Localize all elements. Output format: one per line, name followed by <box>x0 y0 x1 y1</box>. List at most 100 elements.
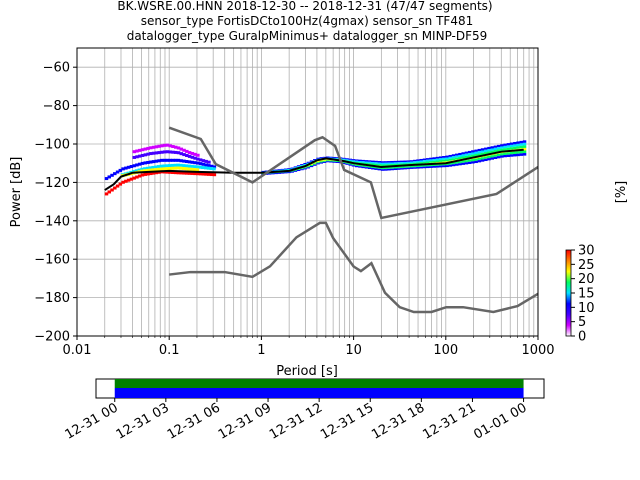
psd-cell <box>484 149 488 153</box>
psd-cell <box>387 162 391 165</box>
psd-cell <box>484 156 488 159</box>
psd-cell <box>190 164 194 168</box>
psd-cell <box>293 167 298 169</box>
psd-cell <box>480 159 485 162</box>
psd-cell <box>168 164 172 168</box>
psd-cell <box>364 165 369 168</box>
psd-cell <box>325 156 330 158</box>
psd-cell <box>416 165 420 168</box>
psd-cell <box>522 142 527 146</box>
psd-cell <box>519 150 524 154</box>
psd-cell <box>445 155 449 158</box>
psd-cell <box>490 155 495 158</box>
psd-cell <box>313 162 317 164</box>
psd-cell <box>461 160 465 163</box>
psd-cell <box>267 172 272 174</box>
psd-cell <box>474 154 478 157</box>
psd-cell <box>500 153 504 156</box>
colorbar-strip <box>565 249 572 337</box>
psd-cell <box>393 162 398 164</box>
psd-cell <box>280 169 285 171</box>
psd-cell <box>406 160 411 162</box>
psd-cell <box>474 158 478 161</box>
timeline-tick-label: 12-31 00 <box>63 400 121 442</box>
psd-cell <box>487 149 491 152</box>
psd-cell <box>176 158 181 162</box>
psd-cell <box>143 172 147 176</box>
psd-cell <box>438 158 443 161</box>
psd-cell <box>413 165 417 168</box>
psd-cell <box>364 161 369 163</box>
psd-cell <box>345 162 349 164</box>
x-axis-label: Period [s] <box>276 364 338 379</box>
psd-cell <box>522 150 527 154</box>
psd-cell <box>516 153 520 157</box>
psd-cell <box>313 164 317 166</box>
psd-cell <box>422 165 427 167</box>
psd-cell <box>506 152 511 155</box>
psd-cell <box>140 148 145 152</box>
psd-cell <box>274 172 278 174</box>
psd-cell <box>313 159 317 161</box>
psd-cell <box>484 152 488 155</box>
psd-cell <box>198 162 203 166</box>
psd-cell <box>390 160 394 163</box>
psd-cell <box>371 167 375 170</box>
psd-cell <box>313 163 317 165</box>
psd-cell <box>442 156 446 158</box>
psd-cell <box>403 166 407 168</box>
psd-cell <box>374 168 378 170</box>
psd-cell <box>198 165 202 169</box>
psd-cell <box>184 167 189 171</box>
psd-cell <box>154 151 159 155</box>
psd-cell <box>477 160 482 163</box>
psd-cell <box>329 156 333 158</box>
psd-cell <box>345 163 349 165</box>
x-tick-label: 0.01 <box>63 343 92 358</box>
psd-cell <box>212 173 217 177</box>
psd-cell <box>170 166 175 170</box>
psd-cell <box>309 166 314 168</box>
psd-cell <box>384 162 388 165</box>
psd-cell <box>358 162 362 164</box>
timeline-tick-label: 12-31 09 <box>216 400 274 442</box>
psd-cell <box>448 158 453 161</box>
psd-cell <box>419 158 424 161</box>
psd-cell <box>277 169 282 171</box>
psd-cell <box>179 152 184 156</box>
psd-cell <box>160 144 164 148</box>
psd-cell <box>445 157 449 160</box>
psd-cell <box>104 192 109 196</box>
psd-cell <box>396 166 401 169</box>
psd-cell <box>380 162 385 165</box>
psd-cell <box>490 150 495 153</box>
noise-model-nlnm <box>169 221 539 314</box>
psd-cell <box>303 168 307 170</box>
psd-cell <box>168 167 172 171</box>
psd-cell <box>118 168 123 172</box>
psd-cell <box>290 171 294 173</box>
psd-cell <box>274 169 278 171</box>
psd-cell <box>170 163 175 167</box>
psd-cell <box>361 161 365 163</box>
psd-cell <box>458 152 462 156</box>
psd-cell <box>516 143 520 147</box>
psd-cell <box>503 148 507 151</box>
y-tick-label: −140 <box>34 214 70 229</box>
psd-cell <box>374 166 378 169</box>
psd-cell <box>277 172 282 174</box>
psd-cell <box>506 145 511 148</box>
psd-cell <box>162 158 167 162</box>
psd-cell <box>467 159 472 162</box>
psd-cell <box>140 167 144 171</box>
psd-cell <box>461 156 465 159</box>
psd-cell <box>185 153 189 157</box>
psd-cell <box>477 148 482 152</box>
psd-cell <box>480 152 485 155</box>
psd-cell <box>377 161 382 163</box>
psd-cell <box>358 159 362 162</box>
psd-cell <box>464 151 469 154</box>
psd-cell <box>329 161 333 163</box>
psd-cell <box>157 151 161 155</box>
